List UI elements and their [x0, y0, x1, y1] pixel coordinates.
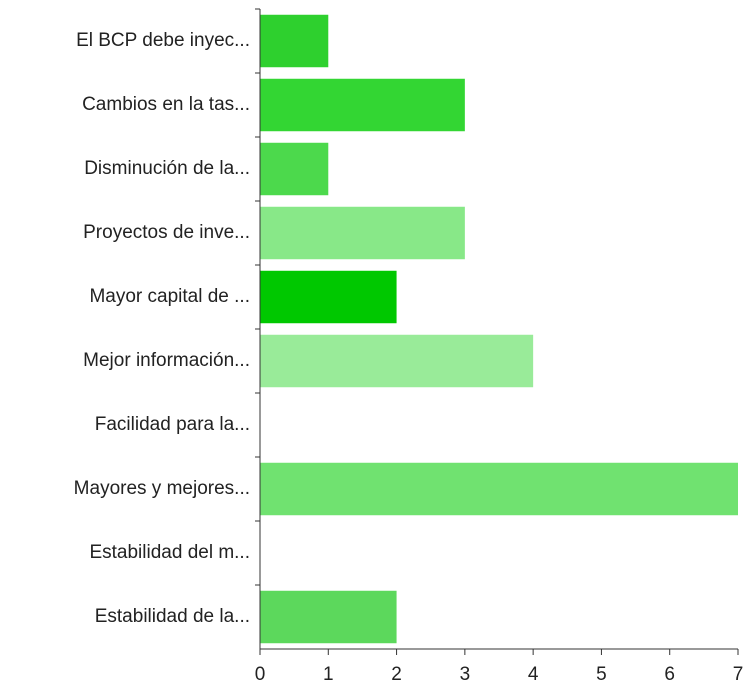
y-tick-label: Mejor información... [83, 350, 250, 371]
x-tick-label: 7 [733, 664, 744, 685]
bar [260, 334, 534, 388]
x-tick-label: 1 [323, 664, 334, 685]
bar [260, 206, 465, 260]
y-tick-label: Estabilidad de la... [95, 606, 250, 627]
x-tick-label: 0 [255, 664, 266, 685]
x-tick-label: 6 [664, 664, 675, 685]
y-tick-label: Proyectos de inve... [83, 222, 250, 243]
y-tick-label: Mayor capital de ... [89, 286, 250, 307]
bar [260, 14, 329, 68]
y-tick-label: Mayores y mejores... [74, 478, 250, 499]
y-tick-label: Facilidad para la... [95, 414, 250, 435]
bar [260, 78, 465, 132]
bar [260, 462, 738, 516]
bar [260, 142, 329, 196]
x-tick-label: 3 [460, 664, 471, 685]
y-tick-label: El BCP debe inyec... [76, 30, 250, 51]
x-tick-label: 5 [596, 664, 607, 685]
bar [260, 270, 397, 324]
y-tick-label: Estabilidad del m... [89, 542, 250, 563]
x-tick-label: 2 [391, 664, 402, 685]
y-tick-label: Disminución de la... [84, 158, 250, 179]
x-tick-label: 4 [528, 664, 539, 685]
y-tick-label: Cambios en la tas... [82, 94, 250, 115]
bar [260, 590, 397, 644]
